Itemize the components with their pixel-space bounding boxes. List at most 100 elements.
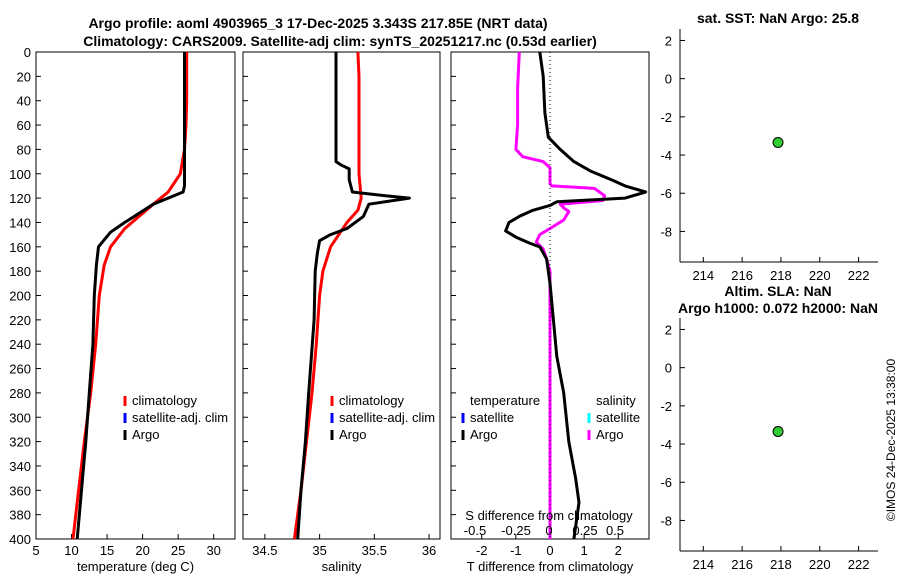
legend-sal-entry-1: Argo: [596, 427, 623, 442]
x-tick-label: 222: [848, 557, 870, 572]
legend-salinity-header: salinity: [596, 393, 636, 408]
y-tick-label: 300: [9, 410, 31, 425]
y-tick-label: 340: [9, 459, 31, 474]
y-tick-label: -2: [660, 399, 672, 414]
s-tick-label: -0.5: [464, 523, 486, 538]
series-line-climatology-0: [292, 51, 363, 540]
y-tick-label: 260: [9, 362, 31, 377]
y-tick-label: 2: [665, 33, 672, 48]
x-tick-label: 20: [135, 543, 149, 558]
y-tick-label: -4: [660, 148, 672, 163]
sla-panel-subtitle: Argo h1000: 0.072 h2000: NaN: [678, 300, 878, 316]
legend-temp-entry-0: satellite: [470, 410, 514, 425]
x-tick-label: 34.5: [252, 543, 277, 558]
salinity-panel: 34.5 35 35.5 36 salinity climatology satellite…: [242, 51, 441, 574]
x-tick-label: 1: [581, 543, 588, 558]
legend-sal-entry-0: satellite: [596, 410, 640, 425]
x-tick-label: 15: [100, 543, 114, 558]
y-tick-label: 320: [9, 435, 31, 450]
legend-temp-entry-1: Argo: [470, 427, 497, 442]
x-tick-label: 218: [770, 268, 792, 283]
x-tick-label: 10: [64, 543, 78, 558]
y-tick-label: 2: [665, 322, 672, 337]
s-tick-label: 0.25: [572, 523, 597, 538]
x-tick-label: 214: [692, 268, 714, 283]
y-tick-label: 220: [9, 313, 31, 328]
x-tick-label: 30: [206, 543, 220, 558]
y-tick-label: 360: [9, 483, 31, 498]
x-axis-label: salinity: [322, 559, 362, 574]
y-tick-label: 240: [9, 337, 31, 352]
y-tick-label: 280: [9, 386, 31, 401]
y-tick-label: 180: [9, 264, 31, 279]
series-line-argo-1: [296, 52, 411, 540]
series-line-argo-0: [514, 51, 607, 539]
y-tick-label: 120: [9, 191, 31, 206]
series-line-argo-1: [504, 51, 648, 540]
legend-entry-2: Argo: [132, 427, 159, 442]
salinity-diff-axis-label: S difference from climatology: [465, 508, 633, 523]
legend-temperature-header: temperature: [470, 393, 540, 408]
y-tick-label: 20: [17, 69, 31, 84]
series-line-argo-1: [75, 52, 186, 540]
x-tick-label: 220: [809, 557, 831, 572]
y-tick-label: -6: [660, 475, 672, 490]
legend-entry-0: climatology: [132, 393, 198, 408]
legend-entry-2: Argo: [339, 427, 366, 442]
y-tick-label: -6: [660, 186, 672, 201]
x-tick-label: 216: [731, 268, 753, 283]
x-axis-label: temperature (deg C): [77, 559, 194, 574]
x-tick-label: 35: [312, 543, 326, 558]
x-tick-label: 35.5: [362, 543, 387, 558]
axes-frame: [35, 51, 236, 540]
y-tick-label: 40: [17, 94, 31, 109]
figure-title-line2: Climatology: CARS2009. Satellite-adj cli…: [83, 33, 597, 49]
y-tick-label: 60: [17, 118, 31, 133]
x-tick-label: 216: [731, 557, 753, 572]
x-tick-label: 25: [171, 543, 185, 558]
y-tick-label: 0: [665, 72, 672, 87]
y-tick-label: 0: [665, 361, 672, 376]
y-tick-label: -2: [660, 110, 672, 125]
y-tick-label: 100: [9, 167, 31, 182]
sst-panel-title: sat. SST: NaN Argo: 25.8: [697, 10, 859, 26]
figure-title-line1: Argo profile: aoml 4903965_3 17-Dec-2025…: [88, 15, 547, 31]
s-tick-label: -0.25: [501, 523, 531, 538]
temperature-panel: 5 10 15 20 25 30 temperature (deg C) 0 20 40 60 80 1…: [9, 45, 236, 574]
argo-float-marker: [772, 426, 784, 438]
y-tick-label: 0: [24, 45, 31, 60]
series-line-climatology-0: [71, 52, 189, 540]
legend-entry-1: satellite-adj. clim: [132, 410, 228, 425]
axes-frame: [242, 51, 441, 540]
sla-panel-title: Altim. SLA: NaN: [724, 283, 831, 299]
x-tick-label: 36: [422, 543, 436, 558]
argo-float-marker: [772, 137, 784, 149]
x-tick-label: 220: [809, 268, 831, 283]
difference-panel: -2 -1 0 1 2T difference from climatology S di…: [450, 51, 650, 574]
timestamp-label: ©IMOS 24-Dec-2025 13:38:00: [884, 359, 898, 522]
s-tick-label: 0.5: [606, 523, 624, 538]
x-tick-label: 5: [32, 543, 39, 558]
x-axis-label: T difference from climatology: [467, 559, 634, 574]
x-tick-label: -2: [476, 543, 488, 558]
x-tick-label: 214: [692, 557, 714, 572]
legend-entry-1: satellite-adj. clim: [339, 410, 435, 425]
y-tick-label: -8: [660, 224, 672, 239]
x-tick-label: -1: [510, 543, 522, 558]
y-tick-label: 380: [9, 508, 31, 523]
x-tick-label: 0: [546, 543, 553, 558]
y-tick-label: -8: [660, 513, 672, 528]
s-tick-label: 0: [545, 523, 552, 538]
y-tick-label: 80: [17, 142, 31, 157]
legend-entry-0: climatology: [339, 393, 405, 408]
x-tick-label: 2: [615, 543, 622, 558]
y-tick-label: 200: [9, 289, 31, 304]
y-tick-label: -4: [660, 437, 672, 452]
x-tick-label: 222: [848, 268, 870, 283]
y-tick-label: 400: [9, 532, 31, 547]
y-tick-label: 140: [9, 215, 31, 230]
x-tick-label: 218: [770, 557, 792, 572]
